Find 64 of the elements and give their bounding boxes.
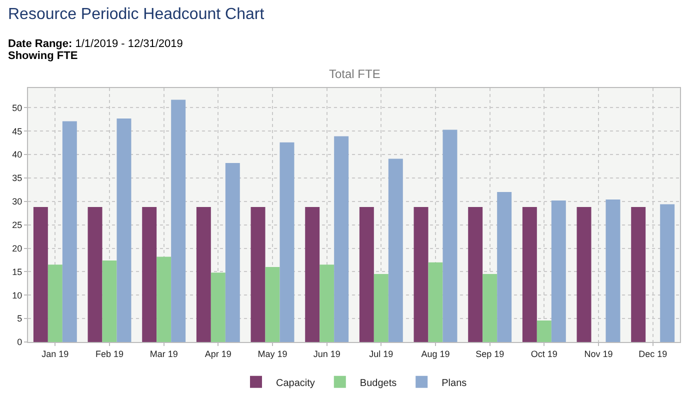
bar — [48, 264, 62, 342]
bar — [88, 207, 102, 342]
y-tick-label: 5 — [17, 314, 22, 324]
bar — [320, 264, 334, 342]
x-tick-label: Sep 19 — [476, 348, 504, 359]
bar — [428, 262, 443, 342]
bar — [388, 158, 403, 342]
bar — [522, 207, 537, 342]
x-tick-label: Aug 19 — [421, 348, 450, 359]
bar — [606, 200, 620, 342]
bar — [482, 274, 498, 342]
x-tick-label: Jan 19 — [42, 348, 69, 359]
x-tick-label: Nov 19 — [584, 348, 613, 359]
bar — [196, 207, 211, 342]
legend-label: Capacity — [276, 378, 315, 389]
bar — [33, 207, 48, 342]
bar — [468, 207, 483, 342]
bar — [62, 121, 77, 342]
chart-title: Resource Periodic Headcount Chart — [8, 6, 264, 24]
bar — [334, 136, 349, 342]
y-tick-label: 0 — [17, 337, 22, 348]
x-tick-label: Dec 19 — [638, 348, 668, 359]
text: Showing FTE — [8, 50, 79, 62]
y-tick-label: 30 — [12, 196, 22, 207]
bar — [265, 267, 280, 342]
bar — [536, 320, 552, 342]
y-tick-label: 25 — [12, 220, 22, 230]
y-tick-label: 10 — [12, 290, 22, 300]
x-tick-label: May 19 — [258, 348, 288, 359]
x-tick-label: Feb 19 — [95, 348, 124, 359]
chart-subtitle: Date Range: 1/1/2019 - 12/31/2019 — [8, 38, 183, 50]
bar — [156, 256, 172, 342]
text: Total FTE — [329, 67, 380, 81]
bar — [631, 207, 646, 342]
legend-label: Plans — [442, 378, 467, 389]
bar — [442, 130, 458, 342]
x-tick-label: Jun 19 — [313, 348, 340, 359]
x-tick-label: Oct 19 — [530, 348, 558, 359]
legend-label: Budgets — [360, 378, 397, 389]
bar — [305, 207, 320, 342]
bar — [102, 260, 117, 342]
bar — [551, 200, 566, 342]
y-tick-label: 35 — [12, 173, 22, 184]
bar — [359, 207, 374, 342]
bar — [225, 162, 240, 342]
y-tick-label: 45 — [12, 126, 22, 136]
x-tick-label: Jul 19 — [369, 348, 394, 359]
bar — [374, 274, 388, 342]
bar — [280, 142, 294, 342]
y-tick-label: 20 — [12, 243, 22, 254]
bar — [142, 207, 157, 342]
y-tick-label: 50 — [12, 102, 22, 113]
x-tick-label: Mar 19 — [150, 348, 178, 359]
y-tick-label: 15 — [12, 266, 22, 277]
bar — [414, 207, 428, 342]
bar — [171, 100, 186, 342]
bar — [210, 272, 226, 342]
bar — [660, 204, 675, 342]
y-tick-label: 40 — [12, 150, 22, 160]
bar — [116, 118, 132, 342]
bar — [250, 207, 266, 342]
x-tick-label: Apr 19 — [204, 348, 232, 359]
bar — [576, 207, 592, 342]
bar — [497, 192, 512, 342]
